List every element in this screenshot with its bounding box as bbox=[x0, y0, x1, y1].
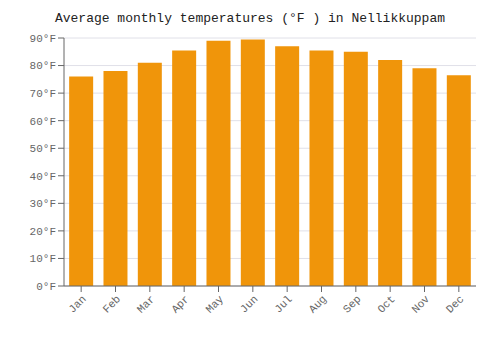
svg-text:Nov: Nov bbox=[410, 293, 433, 316]
svg-text:50°F: 50°F bbox=[30, 143, 56, 155]
svg-text:Jul: Jul bbox=[272, 293, 294, 315]
svg-text:Sep: Sep bbox=[341, 293, 363, 315]
svg-text:Jan: Jan bbox=[66, 293, 88, 315]
svg-text:90°F: 90°F bbox=[30, 33, 56, 45]
svg-text:May: May bbox=[204, 293, 227, 316]
svg-text:Mar: Mar bbox=[135, 293, 157, 315]
svg-text:60°F: 60°F bbox=[30, 116, 56, 128]
svg-text:10°F: 10°F bbox=[30, 253, 56, 265]
svg-text:Oct: Oct bbox=[375, 293, 397, 315]
svg-text:30°F: 30°F bbox=[30, 198, 56, 210]
svg-text:Aug: Aug bbox=[307, 293, 329, 315]
svg-text:Apr: Apr bbox=[169, 293, 191, 315]
svg-text:Jun: Jun bbox=[238, 293, 260, 315]
svg-text:40°F: 40°F bbox=[30, 171, 56, 183]
svg-text:70°F: 70°F bbox=[30, 88, 56, 100]
svg-text:0°F: 0°F bbox=[36, 281, 56, 293]
html-text:Average monthly temperatures (: Average monthly temperatures (°F ) in Ne… bbox=[55, 11, 445, 26]
svg-text:80°F: 80°F bbox=[30, 60, 56, 72]
svg-text:20°F: 20°F bbox=[30, 226, 56, 238]
svg-text:Feb: Feb bbox=[101, 293, 123, 315]
svg-text:Dec: Dec bbox=[444, 293, 466, 315]
